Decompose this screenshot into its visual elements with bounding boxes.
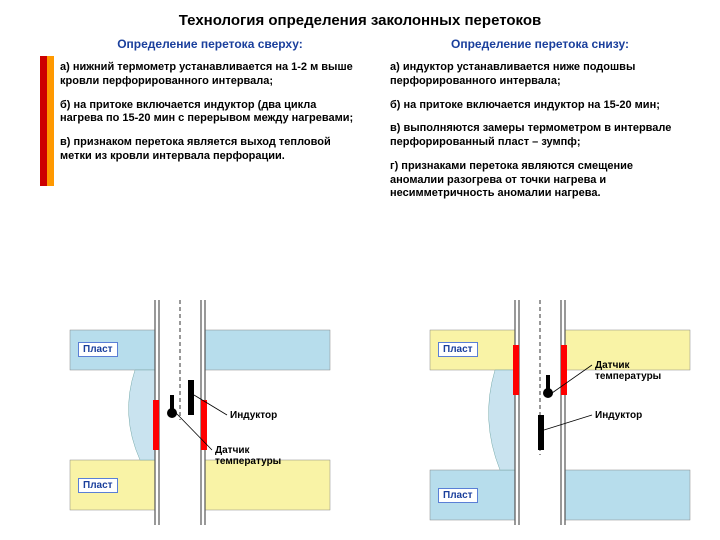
right-para-b: б) на притоке включается индуктор на 15-… xyxy=(390,99,690,113)
inductor-label: Индуктор xyxy=(230,410,277,421)
layer-label-upper: Пласт xyxy=(78,342,118,357)
diagram-right: Пласт Пласт Индуктор Датчиктемпературы xyxy=(420,300,700,530)
left-column: Определение перетока сверху: а) нижний т… xyxy=(60,37,360,211)
layer-label-lower: Пласт xyxy=(78,478,118,493)
accent-red xyxy=(40,56,47,186)
right-para-a: а) индуктор устанавливается ниже подошвы… xyxy=(390,61,690,89)
right-column: Определение перетока снизу: а) индуктор … xyxy=(390,37,690,211)
right-heading: Определение перетока снизу: xyxy=(390,37,690,51)
accent-orange xyxy=(47,56,54,186)
accent-bar xyxy=(40,56,54,186)
right-para-c: в) выполняются замеры термометром в инте… xyxy=(390,122,690,150)
inductor-label: Индуктор xyxy=(595,410,642,421)
left-para-a: а) нижний термометр устанавливается на 1… xyxy=(60,61,360,89)
right-para-d: г) признаками перетока являются смещение… xyxy=(390,160,690,201)
left-para-b: б) на притоке включается индуктор (два ц… xyxy=(60,99,360,127)
diagram-left: Пласт Пласт Индуктор Датчиктемпературы xyxy=(60,300,340,530)
layer-label-upper: Пласт xyxy=(438,342,478,357)
left-para-c: в) признаком перетока является выход теп… xyxy=(60,136,360,164)
diagrams-area: Пласт Пласт Индуктор Датчиктемпературы Плас… xyxy=(0,300,720,540)
left-heading: Определение перетока сверху: xyxy=(60,37,360,51)
sensor-label: Датчиктемпературы xyxy=(595,360,661,382)
text-columns: Определение перетока сверху: а) нижний т… xyxy=(0,37,720,211)
page-title: Технология определения заколонных перето… xyxy=(0,0,720,37)
layer-label-lower: Пласт xyxy=(438,488,478,503)
sensor-label: Датчиктемпературы xyxy=(215,445,281,467)
